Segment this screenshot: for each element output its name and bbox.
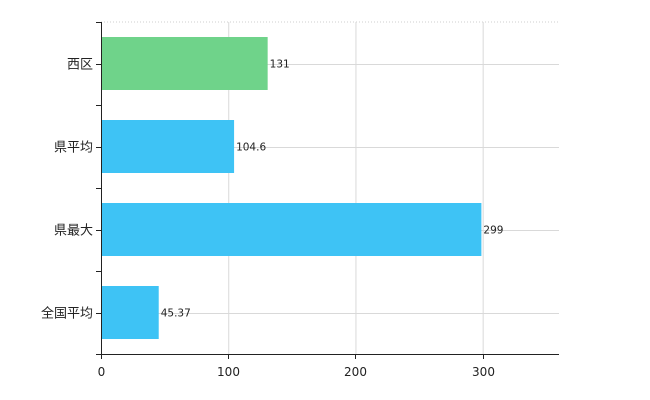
x-tick-label: 0 bbox=[98, 365, 106, 379]
bars bbox=[102, 37, 482, 339]
bar bbox=[102, 37, 268, 90]
bar bbox=[102, 203, 482, 256]
x-tick-label: 300 bbox=[472, 365, 495, 379]
category-label: 県平均 bbox=[54, 141, 93, 156]
axes bbox=[96, 22, 559, 359]
x-tick-label: 200 bbox=[344, 365, 367, 379]
bar-value-label: 45.37 bbox=[161, 308, 191, 320]
bar-value-label: 104.6 bbox=[236, 142, 266, 154]
category-label: 全国平均 bbox=[41, 306, 93, 322]
bar bbox=[102, 120, 235, 173]
category-label: 県最大 bbox=[54, 224, 93, 239]
bar bbox=[102, 286, 159, 339]
bar-value-label: 299 bbox=[483, 225, 503, 237]
category-label: 西区 bbox=[67, 58, 93, 73]
x-tick-label: 100 bbox=[217, 365, 240, 379]
bar-value-label: 131 bbox=[270, 59, 290, 71]
